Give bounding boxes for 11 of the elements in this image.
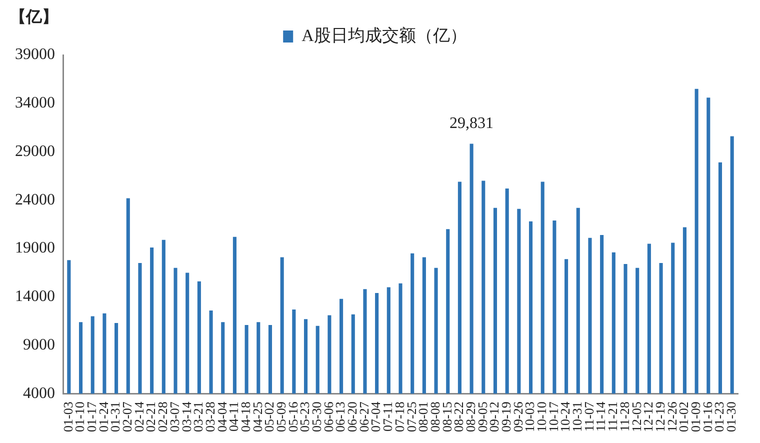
y-tick-label: 29000 (15, 142, 55, 160)
data-label: 29,831 (450, 114, 494, 132)
y-tick-label: 24000 (15, 191, 55, 208)
y-tick-label: 19000 (15, 240, 55, 257)
y-tick-label: 9000 (23, 336, 55, 354)
y-tick-label: 14000 (15, 288, 55, 306)
y-tick-label: 34000 (15, 94, 55, 112)
y-tick-label: 4000 (23, 384, 55, 402)
y-tick-label: 39000 (15, 46, 55, 64)
y-axis-title: 【亿】 (10, 8, 58, 26)
legend-label: A股日均成交额（亿） (302, 26, 467, 45)
